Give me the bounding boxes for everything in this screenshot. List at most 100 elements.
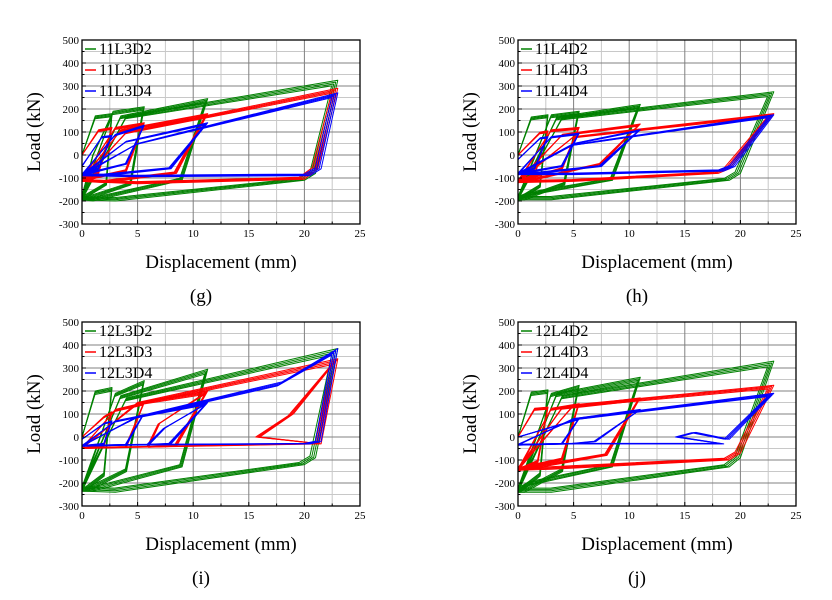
hysteresis-loop: [518, 408, 548, 470]
legend: 12L3D2 12L3D3 12L3D4: [85, 323, 152, 382]
y-tick-label: -100: [495, 455, 516, 467]
x-axis-title: Displacement (mm): [581, 252, 732, 273]
chart-panel-j: 0 5 10 15 20 25 500 400 300 200 100 0 -100 -200 -300 Di…: [416, 300, 832, 600]
x-tick-label: 20: [299, 228, 311, 240]
y-tick-label: 300: [499, 363, 516, 375]
y-tick-label: 100: [499, 409, 516, 421]
plot-area: [82, 348, 339, 493]
y-tick-label: 500: [499, 317, 516, 329]
x-tick-label: 10: [188, 510, 200, 522]
y-tick-label: 0: [74, 150, 80, 162]
legend: 11L4D2 11L4D3 11L4D4: [521, 41, 588, 100]
chart-panel-g: 0 5 10 15 20 25 500 400 300 200 100 0 -100 -200 -300 Di…: [0, 0, 416, 307]
x-tick-label: 15: [243, 510, 255, 522]
series-12L4D3: [518, 384, 775, 472]
x-tick-label: 5: [135, 510, 141, 522]
subfigure-caption: (j): [628, 568, 646, 589]
y-axis-title: Load (kN): [24, 374, 45, 454]
x-tick-label: 0: [515, 510, 521, 522]
y-tick-label: -200: [59, 478, 80, 490]
x-tick-label: 25: [791, 228, 803, 240]
hysteresis-loop: [518, 117, 769, 174]
chart-h: 0 5 10 15 20 25 500 400 300 200 100 0 -100 -200 -300 Di…: [460, 35, 803, 307]
x-axis-title: Displacement (mm): [145, 252, 296, 273]
legend-label: 11L3D2: [99, 41, 152, 58]
x-tick-label: 15: [679, 510, 691, 522]
x-tick-label: 0: [515, 228, 521, 240]
x-tick-label: 15: [679, 228, 691, 240]
y-tick-label: 500: [499, 35, 516, 47]
x-tick-label: 10: [624, 510, 636, 522]
hysteresis-loop: [82, 352, 335, 490]
hysteresis-loop: [82, 126, 144, 175]
series-11L4D2: [518, 91, 775, 201]
hysteresis-loop: [518, 132, 548, 181]
x-tick-label: 20: [735, 510, 747, 522]
hysteresis-loop: [82, 354, 333, 489]
x-tick-label: 10: [624, 228, 636, 240]
y-tick-label: 300: [499, 81, 516, 93]
y-tick-label: 100: [499, 127, 516, 139]
y-tick-label: -200: [495, 478, 516, 490]
y-tick-label: 200: [63, 386, 80, 398]
hysteresis-loop: [518, 91, 775, 201]
subfigure-caption: (i): [192, 568, 210, 589]
hysteresis-loop: [518, 360, 775, 493]
hysteresis-loop: [518, 96, 769, 197]
y-tick-label: 100: [63, 409, 80, 421]
hysteresis-loop: [82, 364, 333, 449]
hysteresis-loop: [518, 116, 771, 175]
x-tick-label: 5: [571, 228, 577, 240]
hysteresis-loop: [82, 348, 339, 493]
x-axis-title: Displacement (mm): [145, 534, 296, 555]
hysteresis-loop: [82, 116, 112, 196]
plot-area: [518, 91, 775, 201]
y-tick-label: 500: [63, 317, 80, 329]
chart-panel-i: 0 5 10 15 20 25 500 400 300 200 100 0 -100 -200 -300 Di…: [0, 300, 416, 600]
y-axis-title: Load (kN): [460, 374, 481, 454]
hysteresis-loop: [518, 94, 771, 199]
hysteresis-loop: [82, 92, 333, 183]
hysteresis-loop: [518, 384, 775, 471]
y-tick-label: 200: [63, 104, 80, 116]
x-tick-label: 0: [79, 228, 85, 240]
legend-label: 12L3D4: [99, 365, 152, 382]
legend-label: 11L3D4: [99, 83, 152, 100]
y-tick-label: 400: [63, 58, 80, 70]
hysteresis-loop: [82, 95, 335, 177]
x-tick-label: 25: [791, 510, 803, 522]
y-tick-label: 300: [63, 363, 80, 375]
y-axis-title: Load (kN): [460, 92, 481, 172]
chart-panel-h: 0 5 10 15 20 25 500 400 300 200 100 0 -100 -200 -300 Di…: [416, 0, 832, 307]
y-tick-label: -100: [59, 173, 80, 185]
hysteresis-loop: [518, 362, 773, 492]
y-tick-label: 400: [499, 340, 516, 352]
y-tick-label: -200: [59, 196, 80, 208]
legend-label: 11L3D3: [99, 62, 152, 79]
y-tick-label: 0: [74, 432, 80, 444]
grid: [82, 40, 360, 224]
hysteresis-loop: [82, 79, 339, 202]
y-tick-label: -300: [495, 501, 516, 513]
y-tick-label: 400: [63, 340, 80, 352]
legend-label: 12L4D4: [535, 365, 588, 382]
hysteresis-loop: [518, 92, 773, 200]
chart-g: 0 5 10 15 20 25 500 400 300 200 100 0 -100 -200 -300 Di…: [24, 35, 366, 307]
y-tick-label: -300: [59, 501, 80, 513]
chart-i: 0 5 10 15 20 25 500 400 300 200 100 0 -100 -200 -300 Di…: [24, 317, 366, 589]
y-tick-label: 0: [510, 150, 516, 162]
x-axis-title: Displacement (mm): [581, 534, 732, 555]
y-tick-label: -100: [59, 455, 80, 467]
y-axis-title: Load (kN): [24, 92, 45, 172]
subfigure-caption: (g): [190, 286, 212, 307]
x-tick-label: 20: [735, 228, 747, 240]
subfigure-caption: (h): [626, 286, 648, 307]
series-11L4D4: [518, 114, 775, 176]
y-tick-label: 500: [63, 35, 80, 47]
y-tick-label: 200: [499, 386, 516, 398]
x-tick-label: 20: [299, 510, 311, 522]
legend-label: 12L4D2: [535, 323, 588, 340]
hysteresis-loop: [82, 354, 333, 446]
x-tick-label: 5: [571, 510, 577, 522]
x-tick-label: 15: [243, 228, 255, 240]
